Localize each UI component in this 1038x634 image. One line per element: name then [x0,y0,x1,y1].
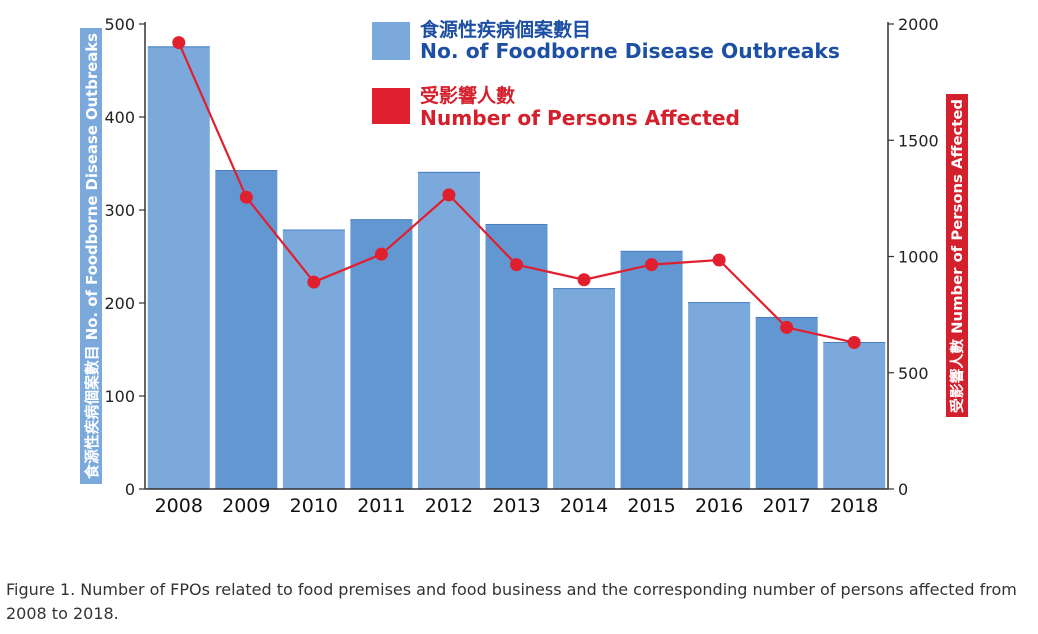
right-tick-label-2000: 2000 [898,15,939,34]
point-2014 [577,273,591,287]
point-2015 [645,258,659,272]
right-tick-label-1500: 1500 [898,131,939,150]
point-2009 [239,190,253,204]
right-tick-label-0: 0 [898,480,908,499]
bar-2008 [147,46,210,489]
x-tick-label-2016: 2016 [695,495,743,517]
point-2011 [374,247,388,261]
chart: 0 100 200 300 400 500 0 500 1000 1500 2000 2008 2009… [80,15,968,517]
bar-2015 [620,250,683,489]
x-tick-label-2015: 2015 [627,495,675,517]
legend-label-outbreaks: No. of Foodborne Disease Outbreaks [420,39,840,63]
left-axis-label-band [80,28,102,484]
x-tick-label-2011: 2011 [357,495,405,517]
right-tick-label-500: 500 [898,364,929,383]
bar-2010 [282,229,345,489]
axes: 0 100 200 300 400 500 0 500 1000 1500 2000 2008 2009… [80,15,968,517]
bar-2012 [417,171,480,489]
legend-swatch-outbreaks [372,22,410,60]
bar-2014 [553,288,616,489]
x-tick-label-2012: 2012 [425,495,473,517]
point-2017 [780,320,794,334]
legend-label-outbreaks-zh: 食源性疾病個案數目 [420,18,591,41]
point-2013 [510,258,523,272]
point-2018 [847,336,861,350]
x-tick-label-2018: 2018 [830,495,878,517]
left-tick-label-300: 300 [104,201,135,220]
right-axis-label: 受影響人數 Number of Persons Affected [949,99,966,413]
left-tick-label-400: 400 [104,108,135,127]
bar-2009 [215,170,278,489]
point-2010 [307,275,321,289]
bar-2011 [350,219,413,490]
legend-label-persons: Number of Persons Affected [420,106,740,130]
x-tick-label-2014: 2014 [560,495,608,517]
point-2016 [712,253,726,267]
persons-affected-line [172,36,861,350]
point-2008 [172,36,186,50]
left-axis-label: 食源性疾病個案數目 No. of Foodborne Disease Outbr… [83,33,101,479]
right-axis-label-band [946,94,968,417]
bars [147,46,886,490]
bar-2017 [755,316,818,489]
x-tick-label-2009: 2009 [222,495,270,517]
x-tick-label-2010: 2010 [290,495,338,517]
legend-swatch-persons [372,88,410,124]
x-tick-label-2013: 2013 [492,495,540,517]
left-tick-label-500: 500 [104,15,135,34]
bar-2016 [688,302,751,489]
bar-2018 [823,342,886,489]
x-tick-label-2017: 2017 [763,495,811,517]
right-tick-label-1000: 1000 [898,248,939,267]
figure-caption: Figure 1. Number of FPOs related to food… [6,580,1017,623]
left-tick-label-100: 100 [104,387,135,406]
left-tick-label-200: 200 [104,294,135,313]
legend-label-persons-zh: 受影響人數 [420,84,515,107]
x-tick-label-2008: 2008 [155,495,203,517]
point-2012 [442,188,456,202]
left-tick-label-0: 0 [125,480,135,499]
